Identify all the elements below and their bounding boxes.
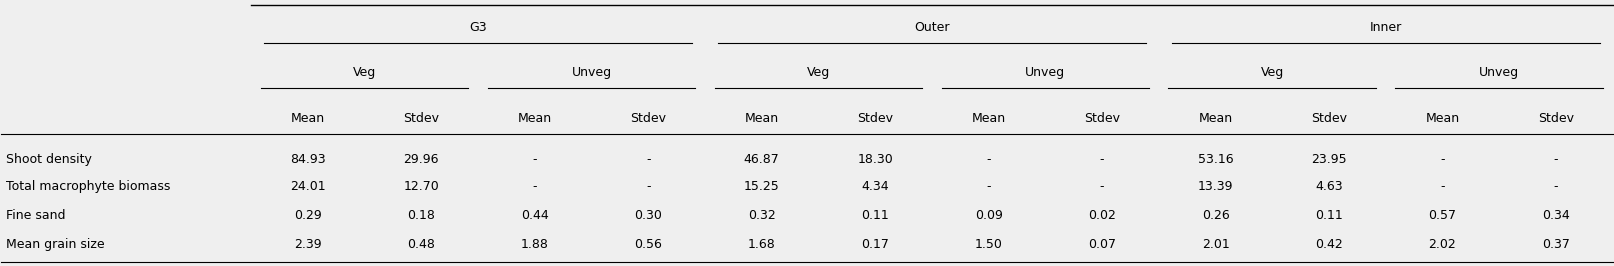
Text: 15.25: 15.25 <box>744 180 780 193</box>
Text: Stdev: Stdev <box>1311 112 1348 125</box>
Text: 0.11: 0.11 <box>862 209 889 222</box>
Text: -: - <box>1099 180 1104 193</box>
Text: 0.32: 0.32 <box>747 209 776 222</box>
Text: 1.50: 1.50 <box>975 238 1002 251</box>
Text: Total macrophyte biomass: Total macrophyte biomass <box>6 180 171 193</box>
Text: 2.01: 2.01 <box>1202 238 1230 251</box>
Text: 0.09: 0.09 <box>975 209 1002 222</box>
Text: 4.63: 4.63 <box>1315 180 1343 193</box>
Text: Stdev: Stdev <box>404 112 439 125</box>
Text: -: - <box>646 153 650 166</box>
Text: 0.34: 0.34 <box>1541 209 1570 222</box>
Text: Mean: Mean <box>291 112 324 125</box>
Text: 12.70: 12.70 <box>404 180 439 193</box>
Text: Mean grain size: Mean grain size <box>6 238 105 251</box>
Text: 0.44: 0.44 <box>521 209 549 222</box>
Text: 0.56: 0.56 <box>634 238 662 251</box>
Text: Mean: Mean <box>1425 112 1459 125</box>
Text: Unveg: Unveg <box>571 66 612 79</box>
Text: Unveg: Unveg <box>1478 66 1519 79</box>
Text: 0.07: 0.07 <box>1088 238 1115 251</box>
Text: 84.93: 84.93 <box>291 153 326 166</box>
Text: Mean: Mean <box>744 112 778 125</box>
Text: 13.39: 13.39 <box>1198 180 1233 193</box>
Text: Mean: Mean <box>518 112 552 125</box>
Text: -: - <box>1554 180 1558 193</box>
Text: 0.02: 0.02 <box>1088 209 1115 222</box>
Text: 0.29: 0.29 <box>294 209 321 222</box>
Text: 0.30: 0.30 <box>634 209 662 222</box>
Text: 0.42: 0.42 <box>1315 238 1343 251</box>
Text: -: - <box>986 180 991 193</box>
Text: 1.88: 1.88 <box>521 238 549 251</box>
Text: 29.96: 29.96 <box>404 153 439 166</box>
Text: 0.18: 0.18 <box>407 209 436 222</box>
Text: Shoot density: Shoot density <box>6 153 92 166</box>
Text: -: - <box>533 180 537 193</box>
Text: Veg: Veg <box>353 66 376 79</box>
Text: Inner: Inner <box>1370 21 1403 34</box>
Text: Mean: Mean <box>1199 112 1233 125</box>
Text: 0.37: 0.37 <box>1541 238 1570 251</box>
Text: 0.26: 0.26 <box>1202 209 1230 222</box>
Text: 0.17: 0.17 <box>862 238 889 251</box>
Text: -: - <box>986 153 991 166</box>
Text: 18.30: 18.30 <box>857 153 893 166</box>
Text: -: - <box>1099 153 1104 166</box>
Text: Veg: Veg <box>1261 66 1283 79</box>
Text: 1.68: 1.68 <box>747 238 776 251</box>
Text: Stdev: Stdev <box>1538 112 1574 125</box>
Text: Stdev: Stdev <box>1085 112 1120 125</box>
Text: -: - <box>1554 153 1558 166</box>
Text: G3: G3 <box>470 21 487 34</box>
Text: Veg: Veg <box>807 66 830 79</box>
Text: -: - <box>533 153 537 166</box>
Text: Stdev: Stdev <box>629 112 667 125</box>
Text: Outer: Outer <box>914 21 949 34</box>
Text: -: - <box>1440 180 1445 193</box>
Text: 24.01: 24.01 <box>291 180 326 193</box>
Text: 23.95: 23.95 <box>1311 153 1346 166</box>
Text: 0.11: 0.11 <box>1315 209 1343 222</box>
Text: 0.57: 0.57 <box>1428 209 1456 222</box>
Text: 0.48: 0.48 <box>407 238 436 251</box>
Text: -: - <box>646 180 650 193</box>
Text: Mean: Mean <box>972 112 1006 125</box>
Text: Unveg: Unveg <box>1025 66 1065 79</box>
Text: 53.16: 53.16 <box>1198 153 1233 166</box>
Text: 4.34: 4.34 <box>862 180 889 193</box>
Text: -: - <box>1440 153 1445 166</box>
Text: 46.87: 46.87 <box>744 153 780 166</box>
Text: 2.39: 2.39 <box>294 238 321 251</box>
Text: Stdev: Stdev <box>857 112 893 125</box>
Text: 2.02: 2.02 <box>1428 238 1456 251</box>
Text: Fine sand: Fine sand <box>6 209 66 222</box>
